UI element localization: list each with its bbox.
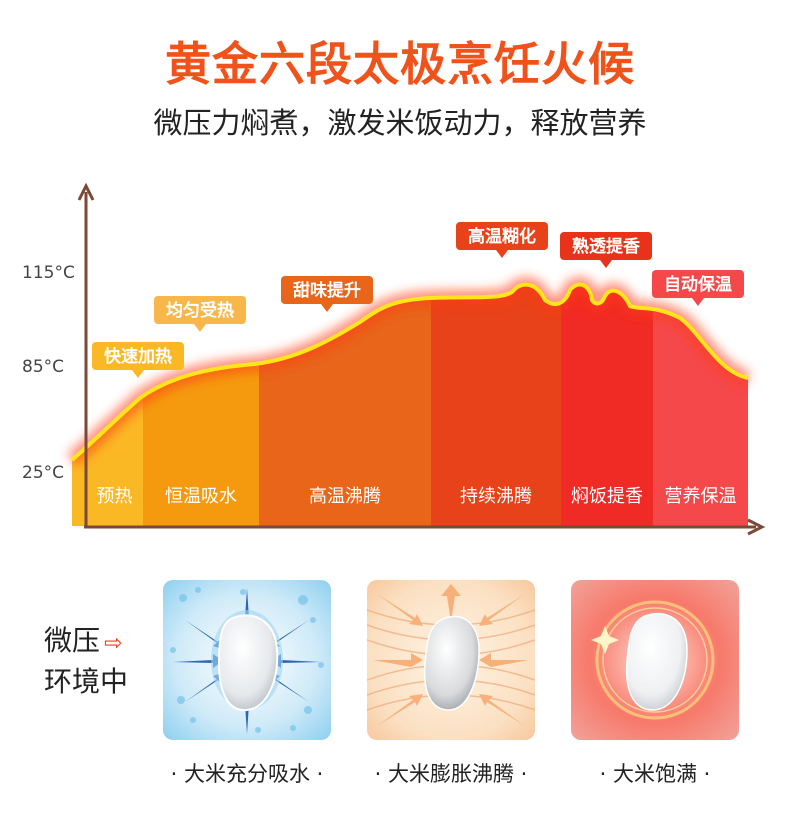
stage-label: 高温沸腾	[309, 486, 381, 507]
rice-boil-card	[367, 580, 535, 740]
stage-band	[561, 284, 653, 526]
micro-pressure-label: 微压 ⇨ 环境中	[44, 622, 154, 701]
callout-label: 自动保温	[664, 274, 732, 295]
cooking-stage-chart: 115°C 85°C 25°C 预热 恒温吸水 高温沸腾 持续沸腾 焖饭提香 营养保温 快速加…	[22, 182, 766, 536]
stage-band	[653, 284, 748, 526]
rice-plump-illustration	[571, 580, 739, 740]
y-axis-arrow-icon	[77, 182, 95, 201]
rice-absorb-card	[163, 580, 331, 740]
callout-label: 快速加热	[104, 346, 172, 367]
callout-bubble: 快速加热	[92, 342, 184, 378]
callout-label: 甜味提升	[293, 280, 361, 301]
callout-label: 熟透提香	[572, 236, 640, 257]
page-title: 黄金六段太极烹饪火候	[165, 37, 635, 91]
sparkle-icon	[591, 626, 619, 654]
card-caption-absorb: · 大米充分吸水 ·	[170, 762, 324, 786]
rice-plump-card	[571, 580, 739, 740]
page-subtitle: 微压力焖煮，激发米饭动力，释放营养	[153, 106, 647, 140]
callout-label: 均匀受热	[166, 300, 234, 321]
stage-label: 预热	[97, 486, 133, 507]
x-axis-arrow-icon	[747, 518, 766, 536]
callout-label: 高温糊化	[468, 226, 536, 247]
y-tick-label: 85°C	[22, 357, 64, 377]
callout-bubble: 均匀受热	[154, 296, 246, 332]
callout-bubble: 高温糊化	[456, 222, 548, 258]
card-caption-boil: · 大米膨胀沸腾 ·	[374, 762, 528, 786]
callout-bubble: 熟透提香	[560, 232, 652, 268]
callout-bubble: 自动保温	[652, 270, 744, 306]
stage-label: 营养保温	[665, 486, 737, 507]
micro-label-line2: 环境中	[44, 665, 129, 698]
y-tick-label: 115°C	[22, 263, 75, 283]
arrow-right-icon: ⇨	[104, 631, 123, 656]
stage-label: 恒温吸水	[165, 486, 237, 507]
rice-absorb-illustration	[163, 580, 331, 740]
rice-boil-illustration	[367, 580, 535, 740]
micro-label-line1: 微压	[44, 624, 101, 657]
rice-grain-icon	[217, 614, 279, 712]
rice-grain-icon	[423, 615, 480, 711]
stage-label: 焖饭提香	[571, 486, 643, 507]
callout-bubble: 甜味提升	[281, 276, 373, 312]
stage-label: 持续沸腾	[460, 486, 532, 507]
rice-grain-icon	[625, 612, 688, 711]
y-tick-label: 25°C	[22, 463, 64, 483]
temperature-curve	[70, 282, 749, 462]
card-caption-plump: · 大米饱满 ·	[599, 762, 711, 786]
stage-band	[431, 284, 561, 526]
